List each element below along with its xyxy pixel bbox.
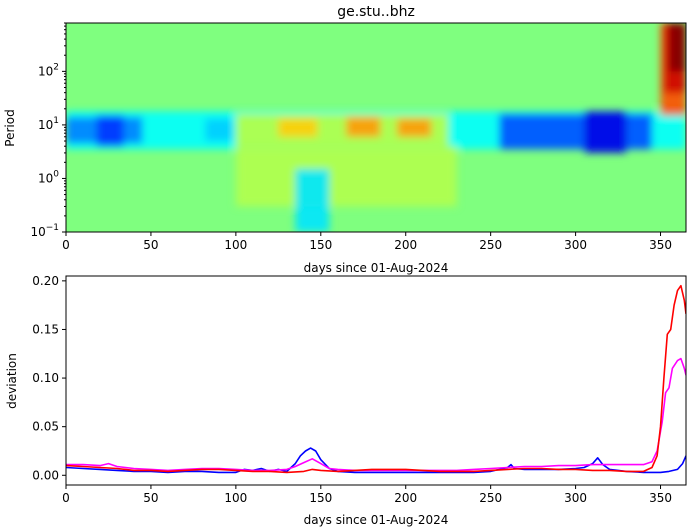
heatmap-x-label: days since 01-Aug-2024	[304, 261, 449, 275]
y-tick-label: 0.15	[32, 322, 59, 336]
heatmap-cell	[205, 118, 233, 142]
x-tick-label: 50	[143, 491, 158, 505]
x-tick-label: 100	[224, 491, 247, 505]
x-tick-label: 150	[309, 491, 332, 505]
heatmap-x-axis: 0 50 100 150 200 250 300 350	[62, 232, 672, 252]
x-tick-label: 300	[564, 491, 587, 505]
x-tick-label: 250	[479, 238, 502, 252]
heatmap-features	[66, 23, 686, 232]
x-tick-label: 350	[649, 238, 672, 252]
heatmap-panel: ge.stu..bhz 0 50 100 150 200 250 300 350 10−110…	[3, 4, 687, 275]
deviation-panel: 0 50 100 150 200 250 300 350 0.000.050.100.150.…	[5, 274, 687, 527]
deviation-y-label: deviation	[5, 353, 19, 409]
y-tick-label: 100	[38, 169, 59, 185]
x-tick-label: 0	[62, 491, 70, 505]
heatmap-y-label: Period	[3, 109, 17, 146]
x-tick-label: 150	[309, 238, 332, 252]
heatmap-cell	[96, 115, 124, 147]
deviation-plot-area	[66, 276, 686, 485]
heatmap-y-axis: 10−1 100 101 102	[30, 22, 66, 239]
x-tick-label: 350	[649, 491, 672, 505]
series-line	[66, 284, 686, 474]
y-tick-label: 101	[38, 116, 59, 132]
heatmap-cell	[499, 113, 653, 150]
y-tick-label: 0.10	[32, 371, 59, 385]
y-tick-label: 0.20	[32, 274, 59, 288]
y-tick-label: 0.00	[32, 468, 59, 482]
heatmap-cell	[278, 118, 318, 137]
x-tick-label: 300	[564, 238, 587, 252]
heatmap-cell	[295, 169, 330, 232]
series-line	[66, 447, 686, 474]
deviation-x-label: days since 01-Aug-2024	[304, 513, 449, 527]
x-tick-label: 200	[394, 491, 417, 505]
deviation-y-axis: 0.00 0.05 0.10 0.15 0.20	[32, 274, 66, 482]
deviation-frame	[65, 275, 687, 486]
y-tick-label: 0.05	[32, 420, 59, 434]
heatmap-cell	[669, 23, 686, 72]
deviation-lines	[66, 284, 686, 474]
heatmap-cell	[584, 111, 627, 153]
x-tick-label: 250	[479, 491, 502, 505]
heatmap-cell	[397, 118, 432, 137]
x-tick-label: 50	[143, 238, 158, 252]
y-tick-label: 10−1	[30, 223, 59, 239]
x-tick-label: 100	[224, 238, 247, 252]
heatmap-title: ge.stu..bhz	[337, 4, 415, 20]
heatmap-cell	[235, 146, 457, 207]
deviation-x-axis: 0 50 100 150 200 250 300 350	[62, 485, 672, 505]
x-tick-label: 200	[394, 238, 417, 252]
heatmap-cell	[346, 117, 381, 137]
y-tick-label: 102	[38, 62, 59, 78]
x-tick-label: 0	[62, 238, 70, 252]
